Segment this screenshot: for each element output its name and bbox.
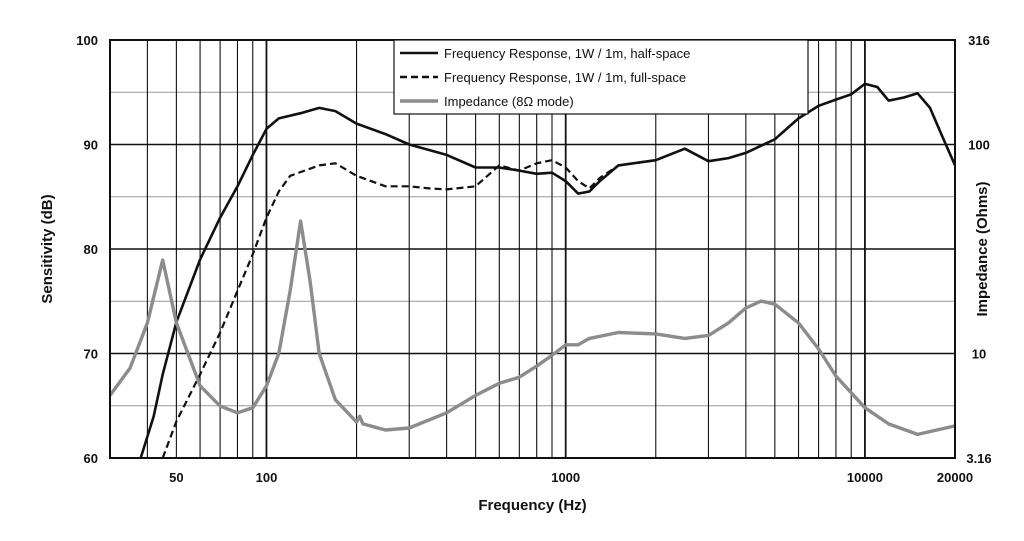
legend: Frequency Response, 1W / 1m, half-space F… [393,39,809,115]
x-tick-label: 20000 [937,470,973,485]
legend-label-2: Frequency Response, 1W / 1m, full-space [444,70,686,85]
legend-box [393,39,809,115]
y2-tick-label: 100 [968,137,990,152]
y2-tick-label: 3.16 [966,451,991,466]
y-axis-title: Sensitivity (dB) [39,194,56,303]
y2-tick-label: 10 [972,346,986,361]
y2-tick-label: 316 [968,33,990,48]
y-tick-label: 100 [76,33,98,48]
y-tick-label: 70 [84,347,98,362]
y-tick-label: 60 [84,451,98,466]
legend-label-3: Impedance (8Ω mode) [444,94,574,109]
y-tick-label: 90 [84,138,98,153]
x-tick-label: 10000 [847,470,883,485]
series-line-3 [110,219,955,437]
x-axis-title: Frequency (Hz) [478,497,586,514]
series-layer [110,82,955,458]
series-line-1 [139,82,955,458]
x-tick-label: 100 [256,470,278,485]
grid [110,39,955,459]
legend-label-1: Frequency Response, 1W / 1m, half-space [444,46,690,61]
y2-axis-title: Impedance (Ohms) [974,181,991,316]
y-tick-label: 80 [84,242,98,257]
x-tick-label: 1000 [551,470,580,485]
x-tick-label: 50 [169,470,183,485]
